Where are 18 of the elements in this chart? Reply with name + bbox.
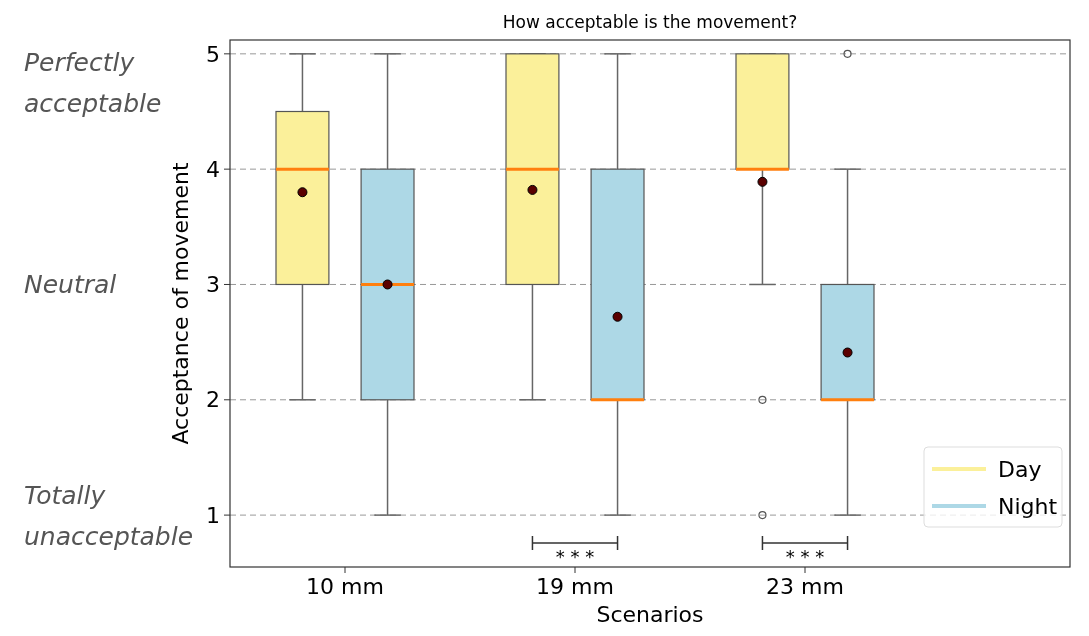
x-axis-title: Scenarios	[596, 602, 704, 627]
text: Perfectly acceptable	[24, 48, 162, 119]
annotation: * * *	[555, 546, 595, 567]
text: Totally unacceptable	[24, 480, 194, 551]
x-tick-label: 23 mm	[766, 574, 844, 599]
y-tick-label: 1	[206, 502, 220, 528]
legend-label: Day	[998, 456, 1042, 482]
legend-label: Night	[998, 493, 1058, 519]
annotation: * * *	[785, 546, 825, 567]
text: Neutral	[24, 270, 117, 300]
y-tick-label: 5	[206, 41, 220, 67]
y-tick-label: 4	[206, 156, 220, 182]
x-tick-label: 10 mm	[306, 574, 384, 599]
x-tick-label: 19 mm	[536, 574, 614, 599]
y-tick-label: 2	[206, 387, 220, 413]
chart-title: How acceptable is the movement?	[502, 12, 798, 32]
y-tick-label: 3	[206, 272, 220, 298]
y-axis-title: Acceptance of movement	[168, 162, 193, 445]
